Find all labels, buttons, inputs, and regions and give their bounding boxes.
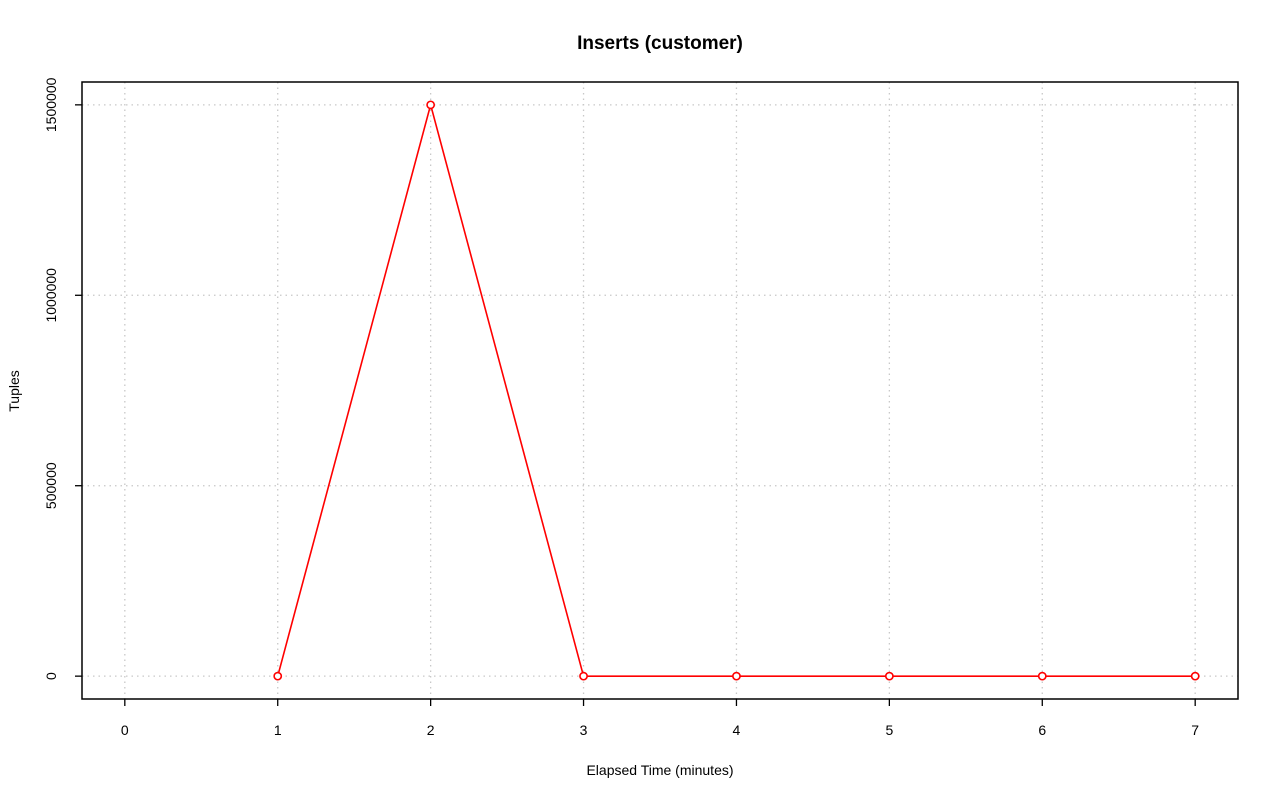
x-axis-label: Elapsed Time (minutes) [586, 762, 733, 778]
x-axis: 0 1 2 3 4 5 6 7 [121, 699, 1199, 738]
y-tick-label: 0 [43, 672, 59, 680]
x-tick-label: 3 [580, 722, 588, 738]
y-tick-label: 500000 [43, 462, 59, 509]
chart-title: Inserts (customer) [577, 33, 743, 54]
x-tick-label: 0 [121, 722, 129, 738]
x-tick-label: 1 [274, 722, 282, 738]
x-tick-label: 4 [733, 722, 741, 738]
y-axis-label: Tuples [6, 370, 22, 412]
x-tick-label: 6 [1038, 722, 1046, 738]
data-point [273, 671, 283, 681]
data-point [579, 671, 588, 681]
data-point [1190, 671, 1200, 681]
x-tick-label: 2 [427, 722, 435, 738]
series-layer [273, 100, 1200, 681]
x-tick-label: 5 [885, 722, 893, 738]
x-tick-label: 7 [1191, 722, 1199, 738]
y-axis: 0 500000 1000000 1500000 [43, 77, 82, 680]
data-point [884, 671, 894, 681]
data-point [426, 100, 436, 110]
y-tick-label: 1000000 [43, 268, 59, 323]
grid-lines [82, 82, 1238, 699]
plot-frame [81, 81, 1239, 700]
y-tick-label: 1500000 [43, 77, 59, 132]
data-point [1037, 671, 1047, 681]
data-point [732, 671, 741, 681]
